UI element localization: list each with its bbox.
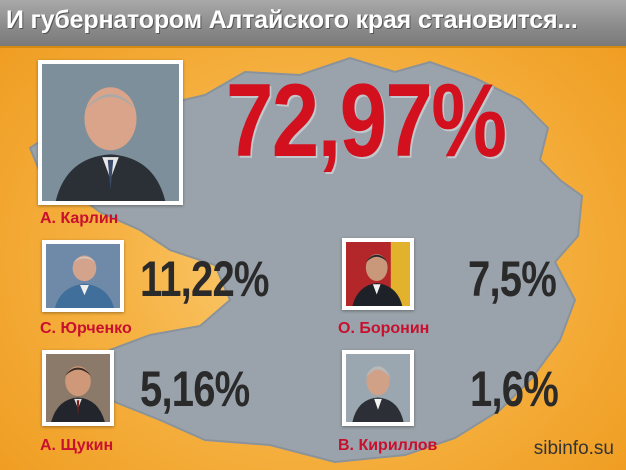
candidate-name: А. Щукин (40, 437, 114, 454)
candidate-photo-boronin (342, 238, 414, 310)
portrait-icon (346, 242, 410, 306)
portrait-icon (46, 244, 120, 308)
winner-name: А. Карлин (40, 210, 119, 227)
candidate-percent: 7,5% (468, 251, 557, 307)
candidate-photo-yurchenko (42, 240, 124, 312)
candidate-photo-shchukin (42, 350, 114, 426)
candidate-percent: 11,22% (140, 251, 269, 307)
candidate-percent: 1,6% (470, 361, 559, 417)
portrait-icon (46, 354, 110, 422)
candidate-photo-kirillov (342, 350, 414, 426)
winner-percent: 72,97% (226, 63, 507, 179)
candidate-percent: 5,16% (140, 361, 250, 417)
candidate-name: С. Юрченко (40, 320, 132, 337)
candidate-name: В. Кириллов (338, 437, 438, 454)
candidate-name: О. Боронин (338, 320, 430, 337)
portrait-icon (42, 64, 179, 201)
header-title: И губернатором Алтайского края становитс… (6, 6, 578, 34)
site-watermark: sibinfo.su (533, 438, 614, 459)
header-bar: И губернатором Алтайского края становитс… (0, 0, 626, 48)
winner-photo (38, 60, 183, 205)
portrait-icon (346, 354, 410, 422)
